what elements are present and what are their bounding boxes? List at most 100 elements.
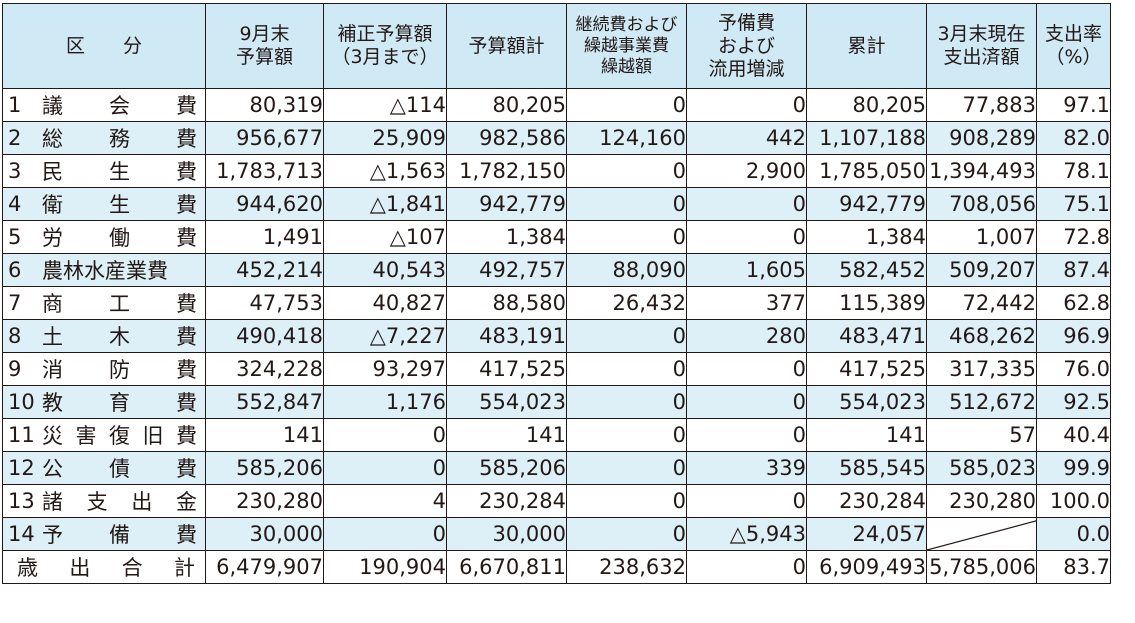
cell-carryover: 0 bbox=[566, 352, 687, 386]
cell-reserve: 280 bbox=[686, 319, 807, 353]
cell-budget-total: 30,000 bbox=[446, 517, 567, 551]
cell-budget-total: 982,586 bbox=[446, 121, 567, 155]
cell-cumulative: 417,525 bbox=[806, 352, 927, 386]
cell-supplementary: 25,909 bbox=[323, 121, 447, 155]
header-carryover: 継続費および 繰越事業費 繰越額 bbox=[566, 3, 687, 89]
cell-budget-total: 942,779 bbox=[446, 187, 567, 221]
row-number: 1 bbox=[8, 93, 22, 117]
cell-spent: 468,262 bbox=[926, 319, 1037, 353]
category-char: 災 bbox=[42, 424, 63, 448]
cell-rate: 78.1 bbox=[1036, 154, 1111, 188]
header-budget-total: 予算額計 bbox=[446, 3, 567, 89]
cell-carryover: 0 bbox=[566, 451, 687, 485]
cell-sept-budget: 585,206 bbox=[205, 451, 324, 485]
category-char: 務 bbox=[109, 127, 130, 151]
cell-sept-budget: 30,000 bbox=[205, 517, 324, 551]
category-char: 木 bbox=[109, 325, 130, 349]
cell-rate: 76.0 bbox=[1036, 352, 1111, 386]
cell-reserve: 0 bbox=[686, 187, 807, 221]
total-label-cell: 歳出合計 bbox=[2, 550, 206, 584]
cell-cumulative: 80,205 bbox=[806, 88, 927, 122]
category-char: 費 bbox=[176, 424, 197, 448]
cell-supplementary: 1,176 bbox=[323, 385, 447, 419]
cell-reserve: 2,900 bbox=[686, 154, 807, 188]
cell-carryover: 26,432 bbox=[566, 286, 687, 320]
row-number: 5 bbox=[8, 225, 22, 249]
category-char: 教 bbox=[42, 391, 63, 415]
table-row: 7 商 工 費 47,753 40,827 88,580 26,432 377 115,389 72… bbox=[2, 286, 1111, 320]
cell-sept-budget: 47,753 bbox=[205, 286, 324, 320]
cell-carryover: 0 bbox=[566, 418, 687, 452]
total-cumulative: 6,909,493 bbox=[806, 550, 927, 584]
row-category-label: 土木費 bbox=[38, 321, 205, 351]
category-char: 備 bbox=[109, 523, 130, 547]
row-category-label: 衛生費 bbox=[38, 189, 205, 219]
cell-reserve: △5,943 bbox=[686, 517, 807, 551]
cell-cumulative: 1,107,188 bbox=[806, 121, 927, 155]
category-char: 育 bbox=[109, 391, 130, 415]
cell-supplementary: △107 bbox=[323, 220, 447, 254]
row-number: 14 bbox=[8, 522, 35, 546]
table-row: 9 消防費 324,228 93,297 417,525 0 0 417,525 317,335… bbox=[2, 352, 1111, 386]
row-number: 7 bbox=[8, 291, 22, 315]
cell-sept-budget: 552,847 bbox=[205, 385, 324, 419]
header-reserve: 予備費 および 流用増減 bbox=[686, 3, 807, 89]
row-number: 9 bbox=[8, 357, 22, 381]
row-category-cell: 8 土 木 費 bbox=[2, 319, 206, 353]
header-row: 区 分 9月末 予算額 補正予算額 （3月まで） 予算額計 継続費および 繰越事業費繰… bbox=[2, 3, 1111, 89]
cell-spent: 708,056 bbox=[926, 187, 1037, 221]
cell-spent: 512,672 bbox=[926, 385, 1037, 419]
total-label: 歳出合計 bbox=[4, 552, 205, 582]
row-number: 11 bbox=[8, 423, 35, 447]
total-label-char: 合 bbox=[121, 556, 143, 580]
total-label-char: 出 bbox=[69, 556, 91, 580]
cell-supplementary: 40,827 bbox=[323, 286, 447, 320]
category-char: 債 bbox=[109, 457, 130, 481]
row-number: 12 bbox=[8, 456, 35, 480]
cell-budget-total: 230,284 bbox=[446, 484, 567, 518]
cell-reserve: 0 bbox=[686, 418, 807, 452]
cell-carryover: 0 bbox=[566, 220, 687, 254]
total-budget-total: 6,670,811 bbox=[446, 550, 567, 584]
cell-reserve: 0 bbox=[686, 385, 807, 419]
table-row: 13 諸支出金 230,280 4 230,284 0 0 230,284 230,280 100… bbox=[2, 484, 1111, 518]
cell-sept-budget: 452,214 bbox=[205, 253, 324, 287]
cell-reserve: 377 bbox=[686, 286, 807, 320]
row-category-cell: 5 労 働 費 bbox=[2, 220, 206, 254]
row-category-label: 民生費 bbox=[38, 156, 205, 186]
category-char: 諸 bbox=[42, 490, 63, 514]
cell-rate: 97.1 bbox=[1036, 88, 1111, 122]
category-char: 民 bbox=[42, 160, 63, 184]
cell-budget-total: 141 bbox=[446, 418, 567, 452]
cell-carryover: 0 bbox=[566, 187, 687, 221]
category-char: 工 bbox=[109, 292, 130, 316]
total-sept-budget: 6,479,907 bbox=[205, 550, 324, 584]
category-char: 費 bbox=[176, 127, 197, 151]
total-carryover: 238,632 bbox=[566, 550, 687, 584]
cell-cumulative: 582,452 bbox=[806, 253, 927, 287]
category-char: 復 bbox=[109, 424, 130, 448]
cell-rate: 96.9 bbox=[1036, 319, 1111, 353]
total-label-char: 歳 bbox=[17, 556, 38, 580]
cell-rate: 99.9 bbox=[1036, 451, 1111, 485]
cell-cumulative: 1,785,050 bbox=[806, 154, 927, 188]
category-char: 消 bbox=[42, 358, 63, 382]
row-number: 8 bbox=[8, 324, 22, 348]
row-category-label: 労働費 bbox=[38, 222, 205, 252]
cell-carryover: 0 bbox=[566, 88, 687, 122]
header-cumulative: 累計 bbox=[806, 3, 927, 89]
cell-spent: 317,335 bbox=[926, 352, 1037, 386]
total-supplementary: 190,904 bbox=[323, 550, 447, 584]
row-category-label: 諸支出金 bbox=[38, 486, 205, 516]
table-row: 14 予備費 30,000 0 30,000 0 △5,943 24,057 0.0 bbox=[2, 517, 1111, 551]
cell-rate: 40.4 bbox=[1036, 418, 1111, 452]
category-char: 金 bbox=[175, 490, 197, 514]
category-char: 費 bbox=[176, 193, 197, 217]
total-label-char: 計 bbox=[173, 556, 195, 580]
row-number: 2 bbox=[8, 126, 22, 150]
cell-reserve: 0 bbox=[686, 220, 807, 254]
cell-supplementary: 0 bbox=[323, 418, 447, 452]
category-char: 害 bbox=[75, 424, 97, 448]
